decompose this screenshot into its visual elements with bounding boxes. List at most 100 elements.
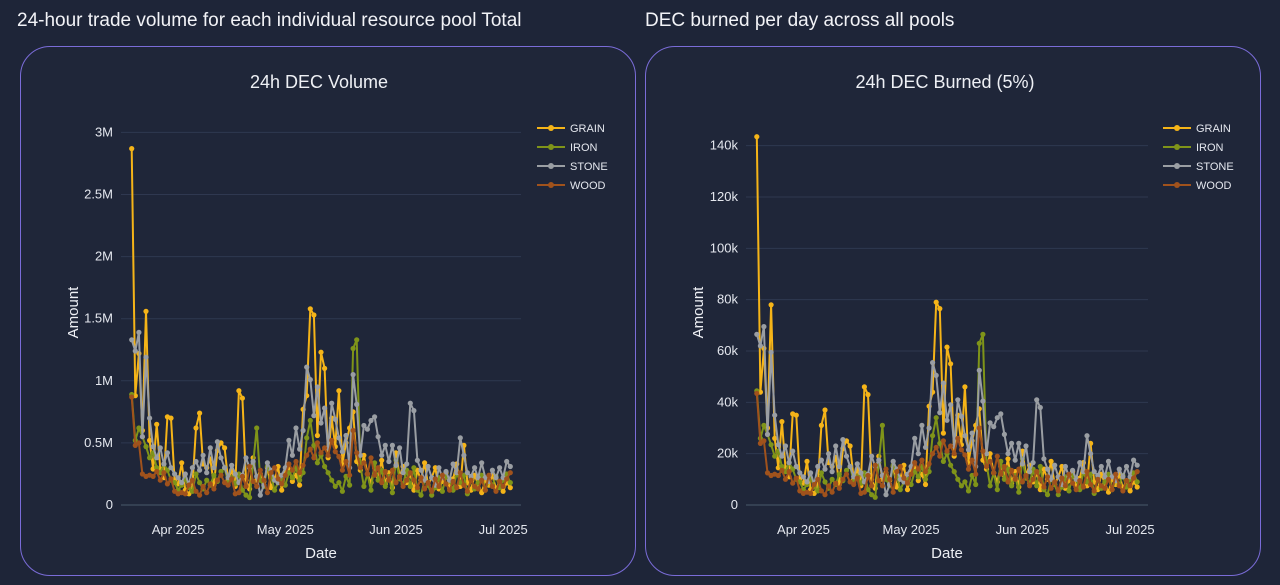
data-point[interactable] [325, 470, 331, 476]
data-point[interactable] [268, 470, 274, 476]
data-point[interactable] [962, 479, 968, 485]
data-point[interactable] [425, 463, 431, 470]
data-point[interactable] [197, 410, 203, 416]
data-point[interactable] [139, 434, 145, 440]
data-point[interactable] [865, 472, 871, 479]
data-point[interactable] [311, 455, 317, 461]
data-point[interactable] [304, 364, 310, 370]
series-wood[interactable] [129, 394, 513, 498]
data-point[interactable] [429, 488, 435, 494]
data-point[interactable] [1041, 484, 1047, 490]
data-point[interactable] [239, 473, 245, 479]
data-point[interactable] [926, 425, 932, 431]
data-point[interactable] [955, 397, 961, 403]
data-point[interactable] [204, 477, 210, 483]
data-point[interactable] [775, 442, 781, 448]
legend-item-grain[interactable]: GRAIN [1163, 123, 1231, 135]
data-point[interactable] [279, 472, 285, 478]
series-wood[interactable] [754, 390, 1140, 498]
data-point[interactable] [962, 384, 968, 390]
data-point[interactable] [189, 465, 195, 471]
data-point[interactable] [815, 488, 821, 494]
data-point[interactable] [218, 472, 224, 478]
data-point[interactable] [436, 483, 442, 489]
data-point[interactable] [933, 415, 939, 421]
data-point[interactable] [1080, 484, 1086, 490]
data-point[interactable] [243, 455, 249, 461]
data-point[interactable] [901, 475, 907, 481]
data-point[interactable] [154, 421, 160, 427]
data-point[interactable] [368, 455, 374, 461]
data-point[interactable] [307, 446, 313, 452]
data-point[interactable] [836, 463, 842, 470]
data-point[interactable] [804, 458, 810, 464]
data-point[interactable] [397, 445, 403, 451]
data-point[interactable] [822, 466, 828, 472]
data-point[interactable] [414, 457, 420, 463]
data-point[interactable] [129, 394, 135, 400]
data-point[interactable] [254, 483, 260, 489]
data-point[interactable] [264, 460, 270, 466]
data-point[interactable] [1091, 469, 1097, 475]
data-point[interactable] [197, 480, 203, 486]
data-point[interactable] [980, 331, 986, 337]
data-point[interactable] [347, 482, 353, 488]
data-point[interactable] [1116, 466, 1122, 472]
data-point[interactable] [915, 474, 921, 480]
data-point[interactable] [247, 463, 253, 470]
data-point[interactable] [336, 480, 342, 486]
data-point[interactable] [293, 425, 299, 431]
data-point[interactable] [843, 453, 850, 459]
data-point[interactable] [411, 477, 417, 483]
data-point[interactable] [311, 312, 317, 318]
data-point[interactable] [329, 477, 335, 483]
data-point[interactable] [779, 419, 785, 425]
data-point[interactable] [1070, 480, 1076, 486]
data-point[interactable] [322, 463, 328, 470]
data-point[interactable] [976, 425, 982, 431]
data-point[interactable] [504, 458, 510, 465]
data-point[interactable] [912, 435, 918, 441]
data-point[interactable] [811, 481, 817, 488]
data-point[interactable] [468, 477, 474, 483]
data-point[interactable] [404, 461, 410, 467]
data-point[interactable] [379, 457, 385, 463]
data-point[interactable] [418, 467, 424, 473]
data-point[interactable] [343, 458, 349, 465]
data-point[interactable] [1016, 489, 1022, 495]
data-point[interactable] [354, 450, 360, 456]
data-point[interactable] [754, 134, 760, 140]
data-point[interactable] [389, 490, 395, 496]
data-point[interactable] [397, 473, 403, 479]
data-point[interactable] [329, 437, 335, 443]
data-point[interactable] [350, 427, 356, 434]
data-point[interactable] [318, 420, 324, 426]
data-point[interactable] [150, 473, 156, 479]
data-point[interactable] [418, 475, 424, 481]
data-point[interactable] [364, 471, 370, 477]
data-point[interactable] [958, 447, 964, 453]
data-point[interactable] [1037, 476, 1043, 482]
data-point[interactable] [768, 302, 774, 308]
data-point[interactable] [1023, 472, 1029, 479]
data-point[interactable] [1041, 466, 1047, 472]
data-point[interactable] [1134, 479, 1140, 485]
data-point[interactable] [286, 461, 292, 467]
data-point[interactable] [1123, 463, 1130, 470]
data-point[interactable] [136, 329, 142, 335]
data-point[interactable] [218, 468, 224, 475]
data-point[interactable] [969, 457, 975, 463]
data-point[interactable] [944, 344, 950, 350]
data-point[interactable] [1034, 483, 1040, 489]
data-point[interactable] [389, 467, 395, 473]
data-point[interactable] [793, 463, 799, 470]
data-point[interactable] [1030, 476, 1036, 482]
data-point[interactable] [197, 467, 203, 473]
legend-item-wood[interactable]: WOOD [1163, 180, 1231, 192]
data-point[interactable] [904, 480, 911, 486]
data-point[interactable] [872, 494, 878, 500]
data-point[interactable] [272, 487, 278, 493]
data-point[interactable] [1102, 485, 1108, 491]
data-point[interactable] [994, 453, 1000, 459]
data-point[interactable] [761, 324, 767, 330]
